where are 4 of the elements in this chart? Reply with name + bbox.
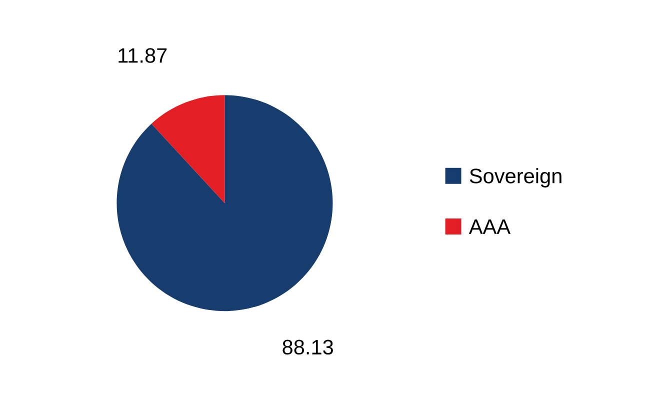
legend-label: AAA [468,220,511,234]
data-label: 11.87 [118,48,167,63]
legend-label: Sovereign [470,168,562,188]
data-label: 88.13 [282,340,333,355]
